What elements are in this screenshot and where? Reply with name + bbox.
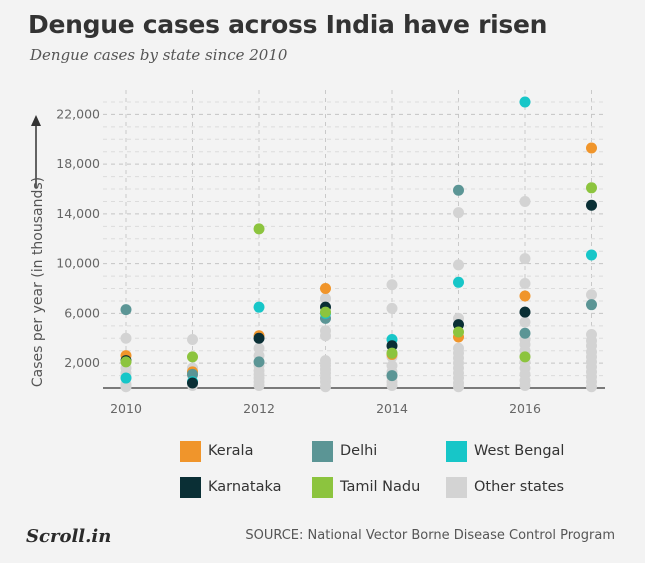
y-axis-label: Cases per year (in thousands) <box>30 177 46 387</box>
x-tick-label: 2010 <box>110 401 142 416</box>
point-tamil-nadu-2015 <box>453 326 464 338</box>
point-other-states-2016 <box>519 195 531 207</box>
point-tamil-nadu-2010 <box>120 356 132 368</box>
point-other-states-2013 <box>320 292 331 304</box>
point-other-states-2014 <box>386 279 398 291</box>
legend-item-tamil-nadu: Tamil Nadu <box>312 476 420 498</box>
point-karnataka-2016 <box>519 306 531 318</box>
point-other-states-2014 <box>386 302 398 314</box>
point-other-states-2017 <box>586 289 597 301</box>
x-tick-label: 2016 <box>509 401 541 416</box>
point-delhi-2014 <box>386 370 398 382</box>
axis-layer: Cases per year (in thousands) 2,000 6,000… <box>30 106 605 416</box>
legend-swatch-kerala <box>180 440 201 462</box>
point-other-states-2016 <box>519 380 531 392</box>
legend-swatch-tamil-nadu <box>312 476 333 498</box>
point-kerala-2013 <box>320 283 331 295</box>
point-other-states-2015 <box>453 381 464 393</box>
legend: Kerala Delhi West Bengal Karnataka Tamil… <box>180 440 620 510</box>
x-tick-label: 2012 <box>243 401 275 416</box>
legend-swatch-west-bengal <box>446 440 467 462</box>
legend-item-west-bengal: West Bengal <box>446 440 564 462</box>
y-tick-label: 18,000 <box>56 156 100 171</box>
point-other-states-2015 <box>453 259 464 271</box>
point-other-states-2011 <box>187 334 198 346</box>
point-karnataka-2017 <box>586 199 597 211</box>
point-tamil-nadu-2014 <box>386 347 398 359</box>
legend-item-karnataka: Karnataka <box>180 476 282 498</box>
point-west-bengal-2017 <box>586 249 597 261</box>
legend-label-karnataka: Karnataka <box>208 479 282 495</box>
point-other-states-2013 <box>320 381 331 393</box>
point-other-states-2016 <box>519 253 531 265</box>
source-note: SOURCE: National Vector Borne Disease Co… <box>245 528 615 543</box>
point-karnataka-2011 <box>187 377 198 389</box>
y-tick-label: 22,000 <box>56 106 100 121</box>
points-layer <box>120 96 597 393</box>
point-west-bengal-2016 <box>519 96 531 108</box>
legend-item-delhi: Delhi <box>312 440 377 462</box>
legend-label-delhi: Delhi <box>340 443 378 459</box>
point-other-states-2012 <box>253 380 265 392</box>
point-west-bengal-2012 <box>253 301 265 313</box>
point-delhi-2016 <box>519 327 531 339</box>
chart-title: Dengue cases across India have risen <box>28 10 548 39</box>
scroll-logo: Scroll.in <box>26 526 112 547</box>
legend-swatch-other-states <box>446 476 467 498</box>
point-delhi-2017 <box>586 299 597 311</box>
point-other-states-2017 <box>586 381 597 393</box>
point-tamil-nadu-2016 <box>519 351 531 363</box>
point-kerala-2016 <box>519 290 531 302</box>
chart-subtitle: Dengue cases by state since 2010 <box>30 46 288 64</box>
point-kerala-2017 <box>586 142 597 154</box>
point-delhi-2012 <box>253 356 265 368</box>
legend-label-kerala: Kerala <box>208 443 254 459</box>
legend-label-other-states: Other states <box>474 479 565 495</box>
point-other-states-2010 <box>120 381 132 393</box>
point-tamil-nadu-2012 <box>253 223 265 235</box>
point-delhi-2015 <box>453 184 464 196</box>
point-other-states-2015 <box>453 207 464 219</box>
y-axis-arrow-head <box>31 115 41 126</box>
x-tick-label: 2014 <box>376 401 408 416</box>
point-other-states-2016 <box>519 316 531 328</box>
point-tamil-nadu-2017 <box>586 182 597 194</box>
point-other-states-2014 <box>386 380 398 392</box>
point-other-states-2013 <box>320 330 331 342</box>
legend-swatch-karnataka <box>180 476 201 498</box>
legend-item-kerala: Kerala <box>180 440 253 462</box>
point-tamil-nadu-2011 <box>187 351 198 363</box>
y-tick-label: 14,000 <box>56 206 100 221</box>
legend-label-west-bengal: West Bengal <box>474 443 565 459</box>
scatter-chart: Cases per year (in thousands) 2,000 6,000… <box>30 90 605 416</box>
point-karnataka-2012 <box>253 332 265 344</box>
y-tick-label: 6,000 <box>64 305 100 320</box>
point-west-bengal-2010 <box>120 372 132 384</box>
point-west-bengal-2015 <box>453 276 464 288</box>
point-other-states-2016 <box>519 278 531 290</box>
point-other-states-2010 <box>120 332 132 344</box>
y-tick-label: 2,000 <box>64 355 100 370</box>
legend-label-tamil-nadu: Tamil Nadu <box>340 479 421 495</box>
y-tick-label: 10,000 <box>56 256 100 271</box>
point-delhi-2010 <box>120 304 132 316</box>
point-tamil-nadu-2013 <box>320 306 331 318</box>
legend-item-other-states: Other states <box>446 476 564 498</box>
legend-swatch-delhi <box>312 440 333 462</box>
